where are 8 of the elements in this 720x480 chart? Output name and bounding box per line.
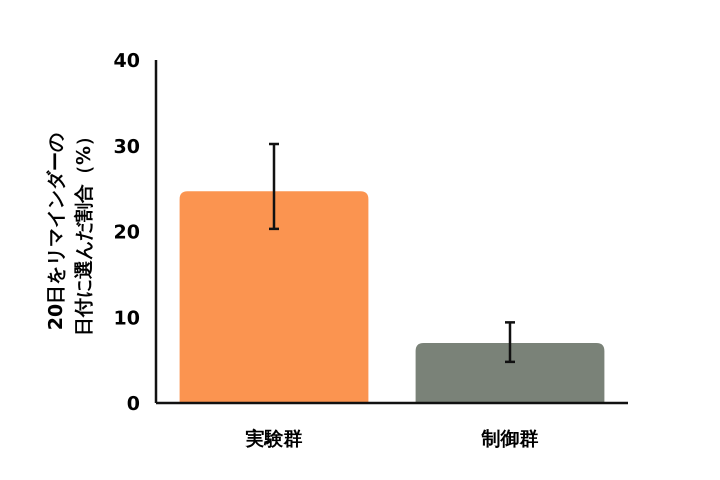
- x-tick-label: 実験群: [244, 428, 302, 450]
- y-tick-label: 30: [114, 136, 140, 158]
- y-tick-label: 0: [126, 393, 140, 415]
- y-tick-label: 20: [114, 222, 140, 244]
- y-tick-label: 40: [114, 50, 140, 72]
- y-axis-title: 20日をリマインダーの日付に選んだ割合（%）: [45, 126, 95, 336]
- x-tick-label: 制御群: [480, 428, 538, 450]
- y-tick-label: 10: [114, 307, 140, 330]
